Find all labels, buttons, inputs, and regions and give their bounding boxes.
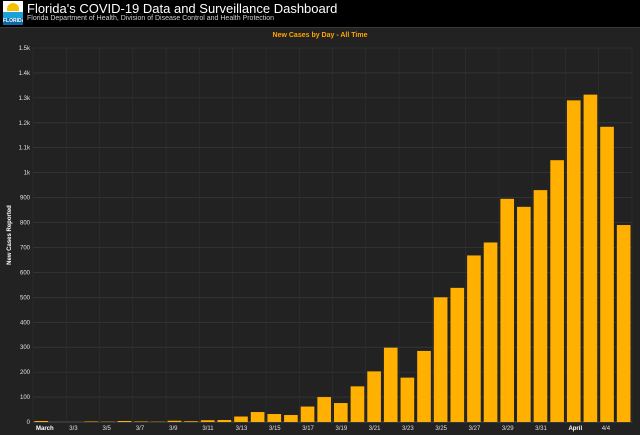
x-tick-label: 3/19	[336, 426, 348, 432]
bar-3-28[interactable]	[483, 242, 498, 422]
bar-4-5[interactable]	[616, 225, 631, 422]
y-tick-label: 300	[20, 345, 31, 351]
x-tick-label: 3/7	[136, 426, 145, 432]
bar-3-25[interactable]	[433, 297, 448, 422]
bar-3-10[interactable]	[184, 421, 198, 422]
y-tick-label: 200	[20, 370, 31, 376]
x-tick-label: March	[36, 426, 54, 432]
y-axis-label: New Cases Reported	[7, 205, 13, 265]
x-tick-label: April	[568, 426, 582, 432]
bar-3-11[interactable]	[200, 420, 215, 422]
bar-3-18[interactable]	[317, 397, 332, 422]
x-tick-label: 3/5	[103, 426, 112, 432]
bar-3-9[interactable]	[167, 420, 182, 422]
bar-3-23[interactable]	[400, 377, 415, 422]
x-tick-label: 3/27	[469, 426, 481, 432]
florida-health-logo: FLORIDA	[3, 1, 23, 25]
logo-water-shape	[3, 12, 23, 18]
bar-3-24[interactable]	[417, 350, 431, 422]
y-tick-label: 500	[20, 295, 31, 301]
bar-3-13[interactable]	[234, 416, 248, 422]
bar-3-27[interactable]	[467, 255, 481, 422]
y-tick-label: 1.3k	[19, 96, 31, 102]
y-tick-label: 1k	[24, 171, 31, 177]
x-tick-label: 3/31	[535, 426, 547, 432]
x-tick-label: 3/29	[502, 426, 514, 432]
x-tick-label: 4/4	[602, 426, 611, 432]
y-tick-label: 600	[20, 270, 31, 276]
y-tick-label: 900	[20, 196, 31, 202]
logo-sun-shape	[7, 3, 19, 11]
bar-3-14[interactable]	[250, 412, 265, 422]
bar-4-3[interactable]	[583, 94, 598, 422]
x-tick-label: 3/11	[202, 426, 214, 432]
bar-3-17[interactable]	[300, 406, 315, 422]
dashboard-header: FLORIDA Florida's COVID-19 Data and Surv…	[0, 0, 640, 28]
bar-3-22[interactable]	[383, 347, 398, 422]
bar-3-15[interactable]	[267, 414, 282, 422]
y-tick-label: 1.5k	[19, 46, 31, 52]
x-tick-label: 3/13	[236, 426, 248, 432]
bar-3-31[interactable]	[533, 190, 548, 422]
bar-3-12[interactable]	[217, 420, 232, 422]
y-tick-label: 100	[20, 395, 31, 401]
bar-3-19[interactable]	[333, 403, 348, 422]
bar-3-29[interactable]	[500, 198, 515, 422]
bar-4-4[interactable]	[600, 126, 614, 422]
bar-3-26[interactable]	[450, 287, 465, 422]
dashboard-title: Florida's COVID-19 Data and Surveillance…	[27, 1, 338, 16]
y-tick-label: 400	[20, 320, 31, 326]
bar-4-1[interactable]	[550, 160, 564, 422]
y-tick-label: 700	[20, 245, 31, 251]
x-tick-label: 3/9	[169, 426, 178, 432]
bar-3-30[interactable]	[517, 206, 531, 422]
x-tick-label: 3/15	[269, 426, 281, 432]
logo-text: FLORIDA	[3, 18, 23, 25]
y-tick-label: 1.1k	[19, 146, 31, 152]
bar-3-16[interactable]	[284, 415, 298, 422]
x-tick-label: 3/23	[402, 426, 414, 432]
x-tick-label: 3/3	[69, 426, 78, 432]
bar-3-6[interactable]	[117, 421, 132, 422]
y-tick-label: 1.4k	[19, 71, 31, 77]
y-tick-label: 1.2k	[19, 121, 31, 127]
bar-3-21[interactable]	[367, 371, 381, 422]
dashboard-subtitle: Florida Department of Health, Division o…	[27, 15, 275, 22]
y-tick-label: 0	[27, 420, 31, 426]
bar-4-2[interactable]	[566, 100, 581, 423]
x-tick-label: 3/17	[302, 426, 314, 432]
x-tick-label: 3/25	[435, 426, 447, 432]
x-tick-label: 3/21	[369, 426, 381, 432]
bar-3-20[interactable]	[350, 386, 365, 422]
y-tick-label: 800	[20, 221, 31, 227]
chart-title: New Cases by Day - All Time	[272, 32, 368, 39]
bar-3-1[interactable]	[34, 421, 49, 422]
